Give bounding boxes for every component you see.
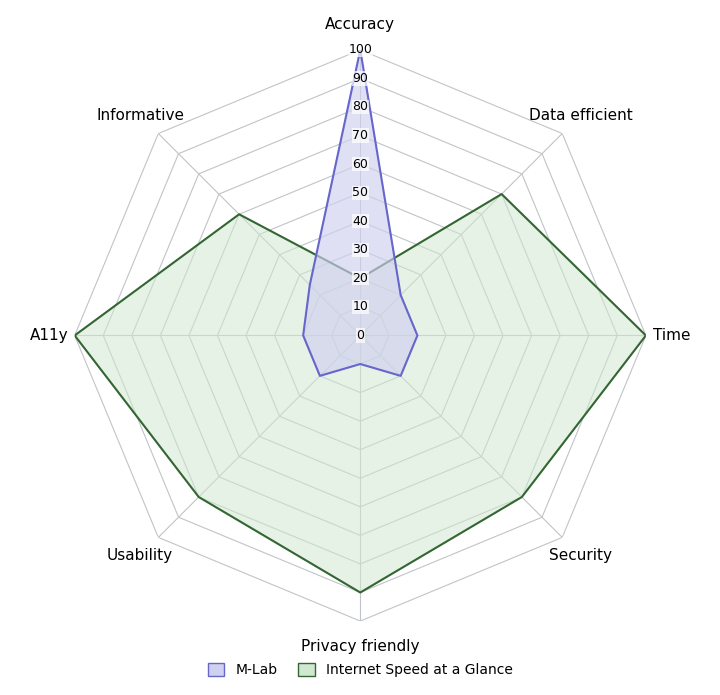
Polygon shape [75,194,646,593]
Text: 80: 80 [352,101,369,113]
Text: 0: 0 [356,329,364,342]
Text: 90: 90 [352,72,368,85]
Polygon shape [303,50,418,376]
Text: 60: 60 [352,158,368,170]
Text: 10: 10 [352,300,368,313]
Text: 70: 70 [352,129,369,142]
Legend: M-Lab, Internet Speed at a Glance: M-Lab, Internet Speed at a Glance [202,657,518,682]
Text: 40: 40 [352,215,368,228]
Text: 50: 50 [352,186,369,199]
Text: 100: 100 [348,43,372,56]
Text: 30: 30 [352,243,368,256]
Text: 20: 20 [352,272,368,285]
